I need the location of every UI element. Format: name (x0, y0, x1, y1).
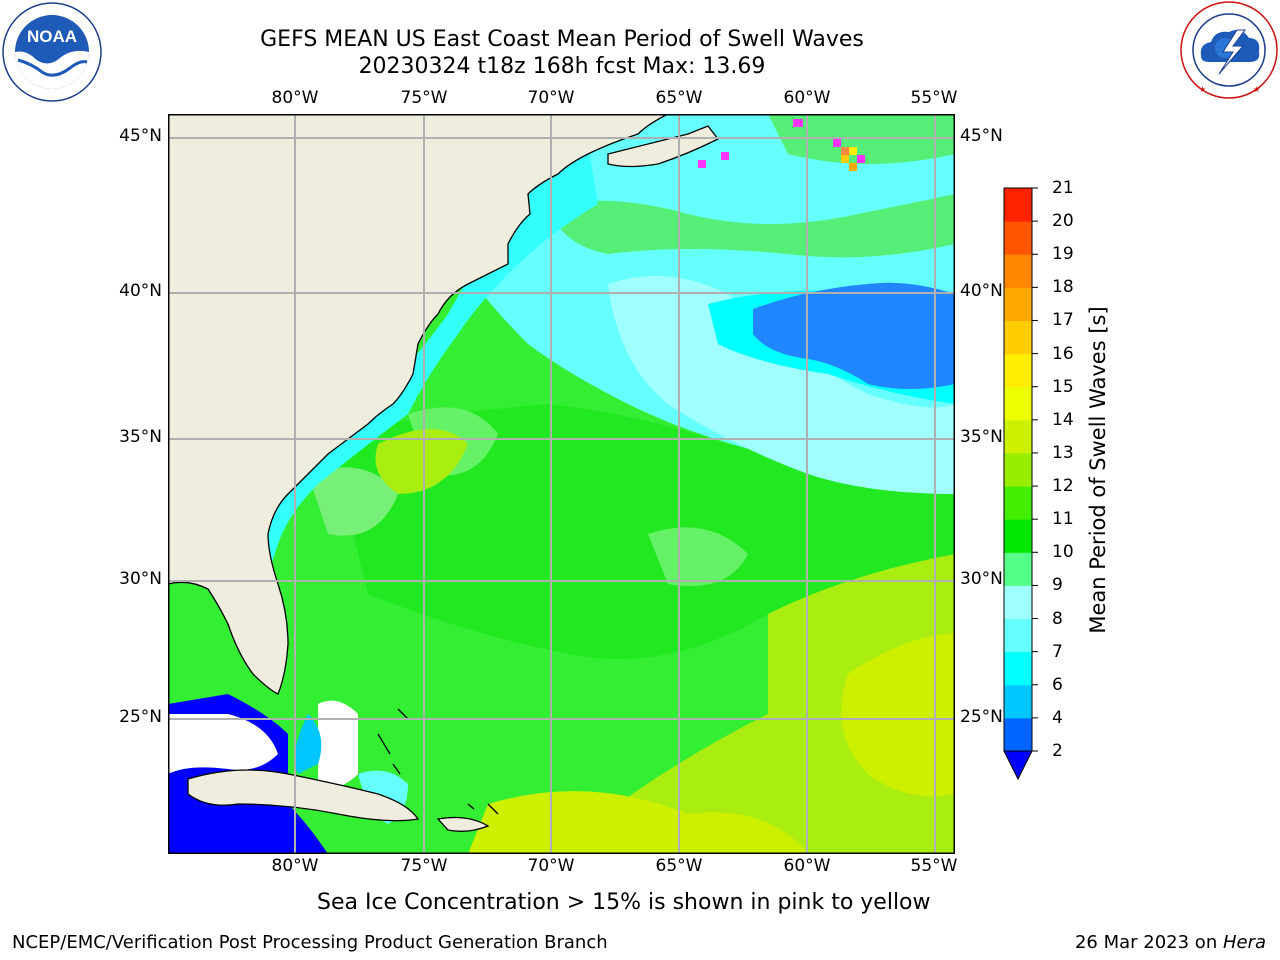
lon-tick-top-75w: 75°W (400, 88, 448, 108)
svg-text:★: ★ (1253, 85, 1260, 94)
colorbar-segment (1004, 552, 1032, 586)
colorbar-segment (1004, 221, 1032, 255)
footer-date-text: 26 Mar 2023 on (1074, 932, 1223, 953)
colorbar-title: Mean Period of Swell Waves [s] (1086, 306, 1110, 634)
map-border (168, 114, 955, 854)
colorbar-segment (1004, 717, 1032, 752)
lon-tick-top-70w: 70°W (527, 88, 575, 108)
colorbar-label: 19 (1052, 244, 1074, 265)
lat-tick-left-35n: 35°N (119, 427, 162, 447)
colorbar-segment (1004, 486, 1032, 520)
lon-tick-bottom-70w: 70°W (527, 856, 575, 876)
colorbar-label: 12 (1052, 476, 1074, 497)
colorbar (1003, 187, 1038, 781)
lon-tick-top-55w: 55°W (910, 88, 958, 108)
footer-host: Hera (1222, 932, 1266, 953)
lon-tick-bottom-80w: 80°W (271, 856, 319, 876)
colorbar-segment (1004, 519, 1032, 553)
colorbar-segment (1004, 452, 1032, 487)
lon-tick-top-65w: 65°W (655, 88, 703, 108)
lon-tick-bottom-55w: 55°W (910, 856, 958, 876)
lat-tick-left-25n: 25°N (119, 707, 162, 727)
colorbar-segment (1004, 188, 1032, 222)
colorbar-label: 8 (1052, 608, 1063, 629)
lon-tick-bottom-75w: 75°W (400, 856, 448, 876)
lat-tick-left-45n: 45°N (119, 126, 162, 146)
colorbar-label: 11 (1052, 509, 1074, 530)
lat-tick-right-40n: 40°N (960, 281, 1003, 301)
coastline (168, 114, 719, 832)
nws-logo: ★ ★ (1180, 1, 1278, 99)
graticule (168, 114, 955, 854)
lat-tick-right-30n: 30°N (960, 569, 1003, 589)
colorbar-label: 21 (1052, 178, 1074, 198)
colorbar-label: 2 (1052, 741, 1063, 761)
colorbar-segment (1004, 287, 1032, 321)
map-subtitle: 20230324 t18z 168h fcst Max: 13.69 (358, 54, 766, 79)
svg-text:★: ★ (1199, 85, 1206, 94)
colorbar-label: 16 (1052, 343, 1074, 364)
lat-tick-left-30n: 30°N (119, 569, 162, 589)
noaa-logo: NOAA (2, 2, 102, 102)
colorbar-segment (1004, 386, 1032, 421)
colorbar-segment (1004, 254, 1032, 288)
map-title: GEFS MEAN US East Coast Mean Period of S… (260, 27, 864, 52)
colorbar-label: 17 (1052, 310, 1074, 331)
footer-credit: NCEP/EMC/Verification Post Processing Pr… (12, 932, 608, 953)
colorbar-under-arrow (1003, 750, 1033, 781)
swell-period-field (168, 114, 955, 854)
colorbar-label: 4 (1052, 707, 1063, 728)
sea-ice-note: Sea Ice Concentration > 15% is shown in … (317, 890, 931, 915)
colorbar-label: 7 (1052, 641, 1063, 662)
noaa-logo-text: NOAA (27, 27, 77, 46)
colorbar-label: 14 (1052, 409, 1074, 430)
lon-tick-top-80w: 80°W (271, 88, 319, 108)
lat-tick-left-40n: 40°N (119, 281, 162, 301)
colorbar-segment (1004, 419, 1032, 454)
lon-tick-bottom-60w: 60°W (783, 856, 831, 876)
colorbar-border (1003, 187, 1033, 752)
footer-date: 26 Mar 2023 on Hera (1075, 932, 1266, 953)
colorbar-label: 13 (1052, 442, 1074, 463)
lon-tick-top-60w: 60°W (783, 88, 831, 108)
colorbar-segment (1004, 353, 1032, 388)
map-panel (168, 114, 955, 854)
colorbar-label: 10 (1052, 542, 1074, 563)
colorbar-label: 9 (1052, 575, 1063, 596)
colorbar-segment (1004, 618, 1032, 653)
colorbar-segment (1004, 585, 1032, 620)
colorbar-label: 6 (1052, 674, 1063, 695)
land-mass (168, 114, 718, 832)
lat-tick-right-35n: 35°N (960, 427, 1003, 447)
colorbar-label: 15 (1052, 376, 1074, 397)
colorbar-label: 20 (1052, 211, 1074, 232)
colorbar-segment (1004, 651, 1032, 686)
lat-tick-right-25n: 25°N (960, 707, 1003, 727)
colorbar-segment (1004, 684, 1032, 719)
lat-tick-right-45n: 45°N (960, 126, 1003, 146)
colorbar-segment (1004, 320, 1032, 355)
lon-tick-bottom-65w: 65°W (655, 856, 703, 876)
colorbar-label: 18 (1052, 277, 1074, 298)
